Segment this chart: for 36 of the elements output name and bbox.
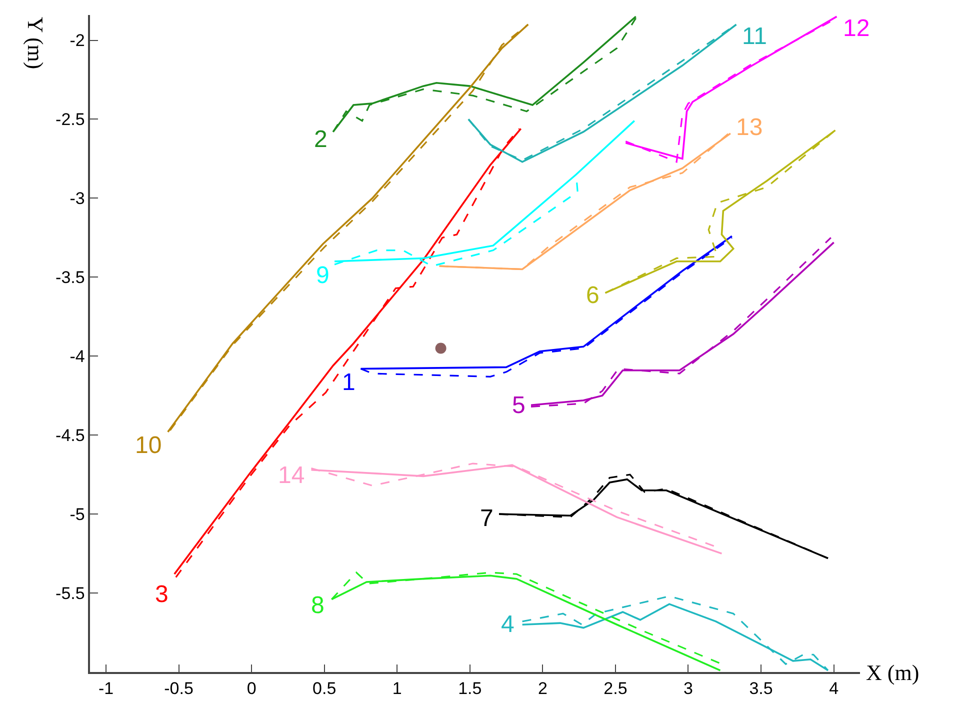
series-label: 7 <box>480 505 494 532</box>
x-tick-label: -1 <box>98 679 114 698</box>
series-label: 8 <box>311 592 324 619</box>
y-tick-label: -2 <box>70 31 85 50</box>
series-label: 5 <box>512 392 526 419</box>
y-tick-label: -4 <box>70 347 85 366</box>
x-tick-label: 0.5 <box>312 679 336 698</box>
x-axis-title: X (m) <box>866 660 920 685</box>
y-tick-label: -5.5 <box>56 584 85 603</box>
x-tick-label: 2.5 <box>604 679 628 698</box>
series-label: 2 <box>314 126 328 153</box>
series-label: 3 <box>155 581 168 608</box>
series-label: 11 <box>742 23 767 50</box>
x-tick-label: 3 <box>684 679 693 698</box>
line-series <box>334 120 636 262</box>
x-tick-label: 3.5 <box>749 679 773 698</box>
x-tick-label: 1.5 <box>458 679 482 698</box>
y-tick-label: -4.5 <box>56 426 85 446</box>
series-label: 12 <box>843 15 870 42</box>
y-tick-label: -3.5 <box>56 268 85 288</box>
series-label: 13 <box>736 114 763 141</box>
series-label: 1 <box>342 369 356 396</box>
y-tick-label: -5 <box>70 505 85 524</box>
x-tick-label: -0.5 <box>164 679 194 698</box>
series-label: 9 <box>316 262 330 289</box>
series-label: 10 <box>135 432 162 459</box>
x-tick-label: 2 <box>538 679 548 698</box>
y-tick-label: -2.5 <box>56 110 85 130</box>
x-tick-label: 0 <box>246 679 256 698</box>
series-label: 14 <box>278 462 305 489</box>
x-tick-label: 1 <box>392 679 402 698</box>
y-tick-label: -3 <box>70 189 85 208</box>
x-tick-label: 4 <box>829 679 839 698</box>
series-label: 4 <box>501 611 514 638</box>
y-axis-title: Y (m) <box>23 16 48 70</box>
series-label: 6 <box>586 282 600 309</box>
